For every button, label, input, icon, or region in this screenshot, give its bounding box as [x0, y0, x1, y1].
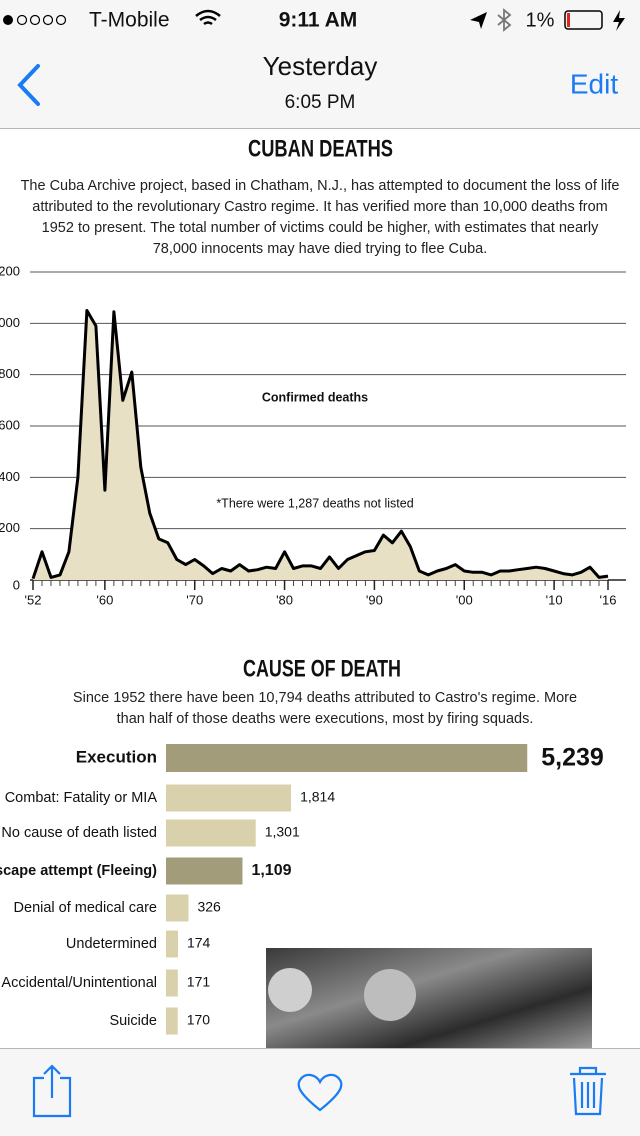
annotation: *There were 1,287 deaths not listed [216, 496, 413, 510]
carrier: T-Mobile [89, 9, 170, 32]
x-tick-label: '10 [546, 592, 563, 607]
trash-button[interactable] [570, 1066, 606, 1116]
clock: 9:11 AM [279, 9, 358, 32]
category-label: Undetermined [66, 936, 157, 952]
category-label: Execution [76, 747, 157, 766]
chart-title: CUBAN DEATHS [248, 135, 393, 162]
nav-title: Yesterday [263, 51, 378, 81]
y-tick-label: 400 [0, 469, 20, 484]
battery-text: 1% [526, 9, 555, 31]
x-tick-label: '00 [456, 592, 473, 607]
bar [166, 1007, 178, 1035]
nav-bar [0, 0, 640, 128]
chart-subtitle: The Cuba Archive project, based in Chath… [20, 178, 620, 257]
value-label: 171 [187, 974, 211, 990]
edit-button[interactable]: Edit [570, 68, 618, 99]
photo-detail [364, 969, 416, 1021]
value-label: 5,239 [541, 744, 604, 772]
share-button[interactable] [32, 1064, 72, 1118]
bar [166, 857, 243, 885]
charging-icon [613, 10, 625, 31]
y-tick-label: 0 [13, 577, 20, 592]
y-tick-label: 600 [0, 417, 20, 432]
value-label: 174 [187, 935, 211, 951]
nav-subtitle: 6:05 PM [285, 92, 356, 113]
chart-title: CAUSE OF DEATH [243, 655, 401, 682]
back-button[interactable] [17, 64, 40, 106]
category-label: Denial of medical care [14, 900, 157, 916]
x-tick-label: '16 [600, 592, 617, 607]
y-tick-label: 800 [0, 366, 20, 381]
bar [166, 930, 178, 958]
category-label: No cause of death listed [1, 825, 157, 841]
category-label: Accidental/Unintentional [1, 975, 157, 991]
area [33, 310, 608, 580]
photo-detail [268, 968, 312, 1012]
annotation: Confirmed deaths [262, 390, 368, 404]
x-tick-label: '52 [25, 592, 42, 607]
bar [166, 784, 292, 812]
photo [266, 948, 592, 1048]
battery-level [567, 13, 570, 27]
chart-subtitle: Since 1952 there have been 10,794 deaths… [72, 690, 578, 727]
x-tick-label: '70 [186, 592, 203, 607]
x-tick-label: '90 [366, 592, 383, 607]
category-label: Escape attempt (Fleeing) [0, 863, 157, 879]
value-label: 1,301 [265, 824, 300, 840]
y-tick-label: 1,200 [0, 263, 20, 278]
value-label: 326 [197, 899, 221, 915]
value-label: 170 [187, 1012, 211, 1028]
signal [3, 14, 67, 26]
location-icon [470, 12, 487, 29]
favorite-button[interactable] [297, 1073, 343, 1112]
category-label: Suicide [109, 1013, 157, 1029]
bar [166, 969, 178, 997]
category-label: Combat: Fatality or MIA [5, 790, 158, 806]
x-tick-label: '60 [96, 592, 113, 607]
bluetooth-icon [497, 8, 512, 32]
y-tick-label: 1,000 [0, 315, 20, 330]
toolbar [0, 1048, 640, 1136]
bar [166, 894, 189, 922]
value-label: 1,814 [300, 789, 335, 805]
bar [166, 819, 256, 847]
bar [166, 744, 528, 772]
wifi-icon [195, 9, 221, 26]
line [31, 309, 609, 580]
value-label: 1,109 [251, 862, 291, 879]
x-tick-label: '80 [276, 592, 293, 607]
battery-icon [564, 10, 603, 30]
y-tick-label: 200 [0, 520, 20, 535]
